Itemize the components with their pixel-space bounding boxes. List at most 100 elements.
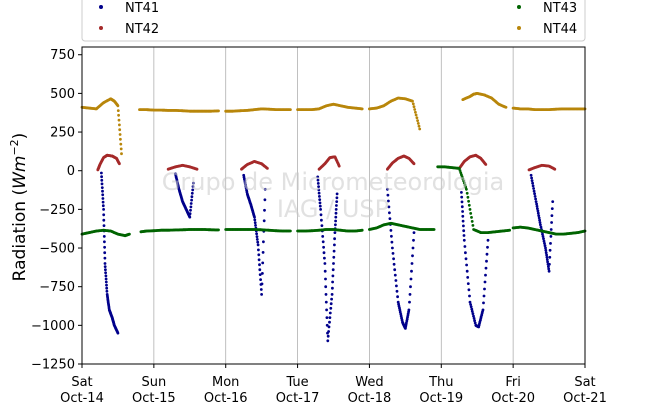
data-point [412,162,416,166]
data-point [332,262,335,265]
data-point [334,208,338,211]
data-point [544,246,547,250]
data-point [482,294,486,298]
data-point [321,235,325,238]
data-point [465,187,468,191]
data-point [467,199,470,203]
data-point [473,321,477,325]
data-point [391,252,395,255]
data-point [538,221,542,224]
data-point [257,253,261,257]
x-tick-label-weekday: Tue [285,375,308,390]
data-point [396,300,400,304]
data-point [484,266,488,270]
data-point [320,224,324,228]
data-point [120,152,123,156]
data-point [328,320,331,324]
data-point [395,289,399,293]
data-point [544,251,548,255]
x-tick-label-weekday: Fri [505,375,521,390]
data-point [463,245,467,248]
data-point [316,182,320,185]
data-point [323,269,327,273]
data-point [260,293,263,296]
data-point [547,265,550,268]
legend-marker [99,26,103,30]
data-point [392,257,395,261]
data-point [329,302,333,306]
data-point [333,231,337,235]
x-tick-label-weekday: Wed [355,375,383,390]
data-point [549,228,553,231]
data-point [326,334,330,338]
data-point [386,193,390,197]
data-point [410,269,413,273]
data-point [462,238,466,242]
data-point [317,191,321,195]
data-point [394,279,398,282]
data-point [103,251,107,255]
data-point [548,255,552,259]
x-tick-label-weekday: Mon [212,375,239,390]
data-point [116,109,120,112]
data-point [537,216,541,220]
data-point [101,189,104,193]
watermark-line-1: Grupo de Micrometeorologia [162,168,504,196]
data-point [529,173,533,177]
data-point [539,225,543,229]
data-point [537,214,541,218]
data-point [460,191,463,194]
data-point [536,211,540,215]
x-tick-label-weekday: Thu [428,375,453,390]
data-point [466,276,470,279]
data-point [102,213,106,217]
y-tick-label: −1250 [31,358,75,373]
data-point [116,331,120,335]
data-point [461,219,465,223]
y-tick-label: −750 [39,280,75,295]
series-nt42 [96,153,557,172]
data-point [100,186,104,190]
data-point [508,228,511,232]
y-axis-label-suffix: ) [10,133,30,140]
data-point [327,325,331,329]
data-point [531,184,535,188]
y-tick-label: −500 [39,242,75,257]
data-point [118,128,122,132]
data-point [486,245,489,249]
data-point [541,232,544,236]
data-point [257,248,260,252]
data-point [549,235,553,238]
data-point [331,280,334,284]
data-point [101,193,105,197]
data-point [330,297,333,301]
data-point [387,199,390,203]
data-point [263,198,267,202]
data-point [415,116,419,120]
data-point [549,242,552,245]
data-point [543,242,546,245]
data-point [386,187,389,191]
data-point [335,196,339,200]
data-point [360,228,364,232]
data-point [117,118,121,122]
data-point [262,219,266,223]
y-tick-label: 250 [50,126,75,141]
data-point [317,185,320,189]
data-point [469,212,473,215]
data-point [262,240,265,244]
data-point [316,175,320,179]
data-point [258,268,262,272]
data-point [334,223,337,227]
data-point [461,177,465,181]
data-point [117,113,120,117]
data-point [412,231,416,235]
x-tick-label-date: Oct-15 [132,391,176,406]
data-point [418,127,422,131]
data-point [460,205,464,209]
x-tick-label-date: Oct-16 [204,391,248,406]
data-point [318,204,322,208]
data-point [332,255,336,259]
data-point [289,229,292,233]
y-axis-label-prefix: Radiation ( [10,189,30,281]
